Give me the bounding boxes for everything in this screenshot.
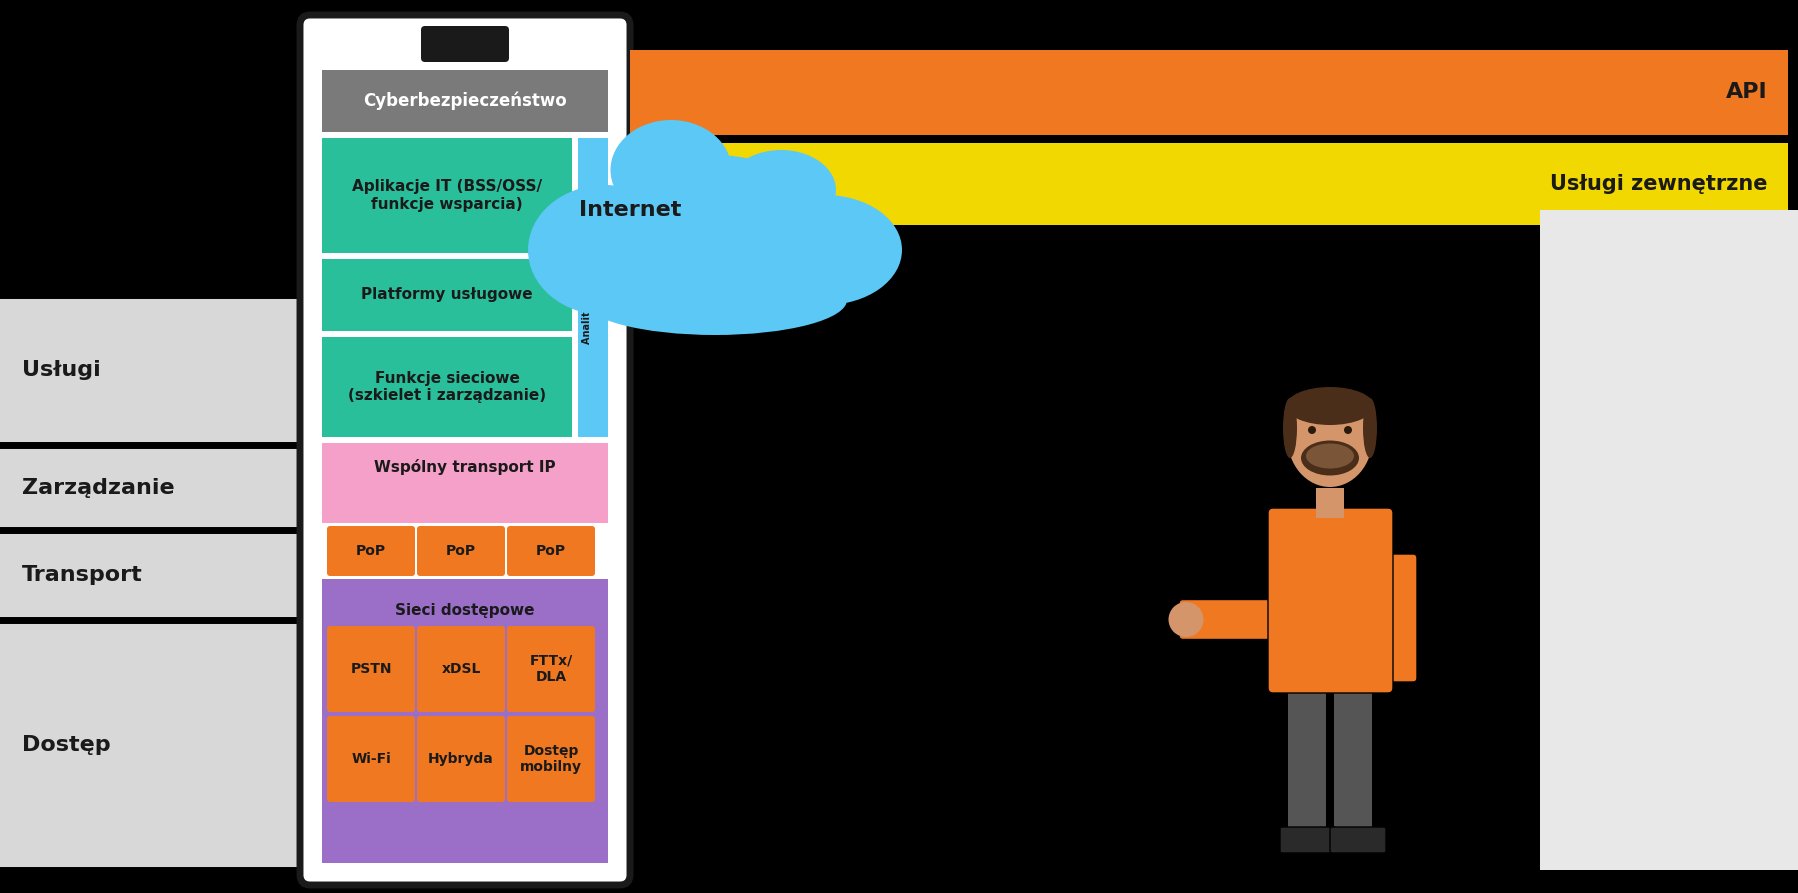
Ellipse shape	[1286, 387, 1374, 425]
Text: Aplikacje IT (BSS/OSS/
funkcje wsparcia): Aplikacje IT (BSS/OSS/ funkcje wsparcia)	[352, 179, 541, 212]
Bar	[1541, 210, 1798, 870]
FancyBboxPatch shape	[507, 526, 595, 576]
Ellipse shape	[1169, 602, 1203, 637]
Text: PoP: PoP	[356, 544, 387, 558]
Text: Wi-Fi: Wi-Fi	[351, 752, 390, 766]
FancyBboxPatch shape	[1179, 599, 1282, 639]
Text: PoP: PoP	[446, 544, 476, 558]
Text: Analityka biznesowa
(BI): Analityka biznesowa (BI)	[583, 231, 604, 344]
FancyBboxPatch shape	[421, 26, 509, 62]
FancyBboxPatch shape	[417, 716, 505, 802]
Ellipse shape	[1343, 426, 1352, 434]
Ellipse shape	[611, 120, 732, 220]
FancyBboxPatch shape	[507, 716, 595, 802]
FancyBboxPatch shape	[327, 716, 415, 802]
Text: FTTx/
DLA: FTTx/ DLA	[529, 654, 572, 684]
Text: PoP: PoP	[536, 544, 566, 558]
Bar	[322, 443, 608, 523]
Ellipse shape	[583, 265, 847, 335]
Bar	[0, 445, 306, 530]
Text: Sieci dostępowe: Sieci dostępowe	[396, 604, 534, 619]
Bar	[1316, 488, 1343, 518]
Text: Platformy usługowe: Platformy usługowe	[361, 288, 532, 303]
FancyBboxPatch shape	[507, 626, 595, 712]
Bar	[322, 138, 572, 253]
FancyBboxPatch shape	[1379, 554, 1417, 682]
Bar	[629, 50, 1787, 135]
Text: Dostęp
mobilny: Dostęp mobilny	[520, 744, 583, 774]
Bar	[0, 620, 306, 870]
Text: Usługi: Usługi	[22, 360, 101, 380]
Ellipse shape	[529, 185, 681, 315]
Ellipse shape	[1302, 440, 1359, 475]
Text: Wspólny transport IP: Wspólny transport IP	[374, 459, 556, 475]
Text: Dostęp: Dostęp	[22, 735, 111, 755]
Ellipse shape	[748, 195, 903, 305]
Ellipse shape	[726, 150, 836, 230]
FancyBboxPatch shape	[327, 526, 415, 576]
FancyBboxPatch shape	[300, 15, 629, 885]
Text: PSTN: PSTN	[351, 662, 392, 676]
FancyBboxPatch shape	[417, 526, 505, 576]
FancyBboxPatch shape	[417, 626, 505, 712]
FancyBboxPatch shape	[327, 626, 415, 712]
Bar	[0, 530, 306, 620]
Ellipse shape	[1363, 398, 1377, 458]
Bar	[651, 143, 1787, 225]
Text: Internet: Internet	[579, 200, 681, 220]
Text: Usługi zewnętrzne: Usługi zewnętrzne	[1550, 174, 1767, 194]
Bar	[322, 259, 572, 331]
Ellipse shape	[1305, 444, 1354, 469]
Ellipse shape	[1307, 426, 1316, 434]
FancyBboxPatch shape	[1268, 508, 1393, 693]
Text: xDSL: xDSL	[441, 662, 480, 676]
Bar	[322, 579, 608, 863]
Text: Zarządzanie: Zarządzanie	[22, 478, 174, 497]
Bar	[0, 295, 306, 445]
Ellipse shape	[1287, 389, 1372, 487]
Bar	[1334, 678, 1372, 833]
FancyBboxPatch shape	[1331, 827, 1386, 853]
Bar	[1287, 678, 1325, 833]
Bar	[322, 70, 608, 132]
Text: Hybryda: Hybryda	[428, 752, 494, 766]
Text: Transport: Transport	[22, 565, 142, 585]
Bar	[322, 337, 572, 437]
Ellipse shape	[1284, 398, 1296, 458]
Text: Cyberbezpieczeństwo: Cyberbezpieczeństwo	[363, 92, 566, 110]
Ellipse shape	[604, 155, 825, 305]
Text: API: API	[1726, 82, 1767, 103]
Text: Funkcje sieciowe
(szkielet i zarządzanie): Funkcje sieciowe (szkielet i zarządzanie…	[349, 371, 547, 404]
Bar	[577, 138, 608, 437]
FancyBboxPatch shape	[1280, 827, 1336, 853]
